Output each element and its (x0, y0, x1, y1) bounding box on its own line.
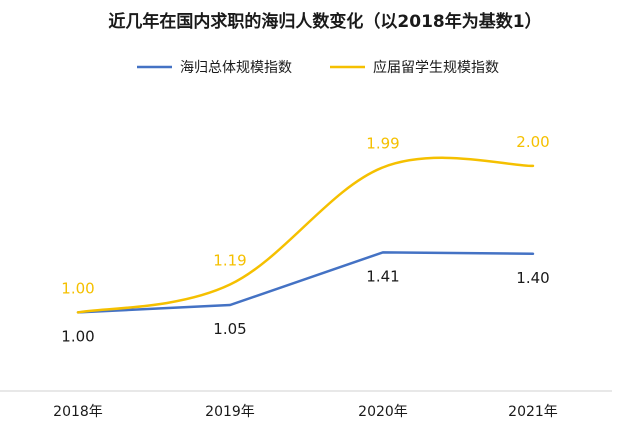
legend: 海归总体规模指数 应届留学生规模指数 (137, 59, 499, 76)
series-lines (76, 156, 535, 314)
data-label-overall: 1.05 (213, 320, 246, 338)
chart-title: 近几年在国内求职的海归人数变化（以2018年为基数1） (108, 11, 541, 32)
legend-label-graduates: 应届留学生规模指数 (373, 59, 499, 76)
legend-label-overall: 海归总体规模指数 (180, 59, 292, 76)
data-label-overall: 1.40 (516, 269, 549, 287)
x-tick-label: 2021年 (508, 404, 558, 420)
x-tick-label: 2018年 (53, 404, 103, 420)
x-tick-label: 2019年 (205, 404, 255, 420)
series-line-overall (76, 251, 535, 314)
x-tick-label: 2020年 (358, 404, 408, 420)
data-label-graduates: 2.00 (516, 133, 549, 151)
series-line-graduates (76, 156, 535, 314)
x-axis-tick-labels: 2018年 2019年 2020年 2021年 (53, 404, 558, 420)
data-labels: 1.00 1.05 1.41 1.40 1.00 1.19 1.99 2.00 (61, 133, 549, 345)
data-label-graduates: 1.19 (213, 252, 246, 270)
data-label-graduates: 1.00 (61, 279, 94, 297)
data-label-overall: 1.41 (366, 267, 399, 285)
data-label-graduates: 1.99 (366, 134, 399, 152)
data-label-overall: 1.00 (61, 327, 94, 345)
